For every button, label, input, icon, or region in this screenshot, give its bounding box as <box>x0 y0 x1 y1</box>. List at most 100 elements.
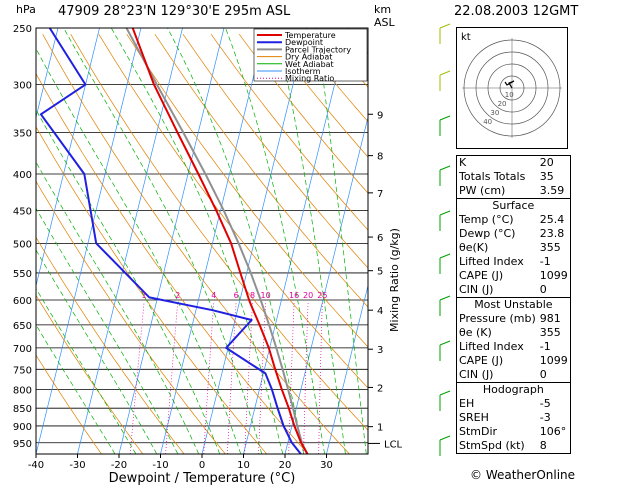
dry-adiabat-line <box>210 33 368 231</box>
temperature-tick-label: -20 <box>111 460 127 471</box>
km-tick-label: 7 <box>377 189 383 200</box>
hodograph-ring-label: 30 <box>490 109 499 117</box>
indices-label: CIN (J) <box>455 368 538 383</box>
indices-section-header: Surface <box>456 198 571 213</box>
plot-frame <box>35 27 369 455</box>
wind-barb-flag <box>439 340 451 346</box>
dry-adiabat-line <box>238 33 368 194</box>
mixing-ratio-label: 2 <box>175 291 180 300</box>
mixing-ratio-line <box>318 302 323 454</box>
indices-row: Pressure (mb) 981 <box>455 312 571 326</box>
indices-value: -3 <box>537 411 571 425</box>
hodograph-ring-label: 20 <box>498 100 507 108</box>
isotherm-line <box>36 28 59 119</box>
indices-row: Totals Totals 35 <box>455 170 571 184</box>
indices-label: Lifted Index <box>455 340 538 354</box>
indices-row: CAPE (J) 1099 <box>455 269 571 283</box>
wind-barb-flag <box>439 165 451 171</box>
indices-row: Lifted Index -1 <box>455 340 571 354</box>
pressure-tick-label: 500 <box>13 239 32 250</box>
mixing-ratio-line <box>165 302 179 454</box>
indices-row: CAPE (J) 1099 <box>455 354 571 368</box>
mixing-ratio-line <box>244 302 253 454</box>
mixing-ratio-label: 8 <box>250 291 255 300</box>
mixing-ratio-label: 25 <box>317 291 327 300</box>
wet-adiabat-line <box>36 249 158 454</box>
wind-barb-flag <box>439 253 451 259</box>
legend-entry: Dewpoint <box>285 38 323 47</box>
mixing-ratio-line <box>129 302 145 454</box>
indices-row: CIN (J) 0 <box>455 368 571 383</box>
indices-value: 0 <box>537 368 571 383</box>
isotherm-line <box>326 284 368 454</box>
pressure-tick-label: 450 <box>13 207 32 218</box>
wet-adiabat-line <box>225 28 325 454</box>
dry-adiabat-line <box>36 294 144 454</box>
indices-value: 981 <box>537 312 571 326</box>
indices-label: Temp (°C) <box>455 213 538 227</box>
pressure-tick-label: 300 <box>13 81 32 92</box>
pressure-tick-label: 400 <box>13 170 32 181</box>
mixing-ratio-label: 16 <box>289 291 299 300</box>
wind-barb-flag <box>439 23 451 29</box>
dry-adiabat-line <box>36 72 309 454</box>
mixing-ratio-label: 1 <box>141 291 146 300</box>
indices-value: 23.8 <box>537 227 571 241</box>
hodograph-ring-label: 40 <box>483 118 492 126</box>
indices-label: Totals Totals <box>455 170 538 184</box>
indices-section-header: Hodograph <box>456 382 571 397</box>
wet-adiabat-line <box>36 161 200 454</box>
legend-entry: Wet Adiabat <box>285 60 334 69</box>
isotherm-line <box>77 28 183 454</box>
mixing-ratio-axis-title: Mixing Ratio (g/kg) <box>388 228 401 332</box>
indices-section-title: Surface <box>456 198 571 213</box>
asl-label: ASL <box>374 16 396 29</box>
dry-adiabat-line <box>36 236 185 454</box>
km-tick-label: 1 <box>377 423 383 434</box>
wet-adiabat-line <box>36 287 137 454</box>
dry-adiabat-line <box>267 33 368 158</box>
indices-label: θe(K) <box>455 241 538 255</box>
isotherm-line <box>243 28 349 454</box>
dry-adiabat-line <box>154 34 368 308</box>
hodograph-ring-label: 10 <box>505 91 514 99</box>
dewpoint-line <box>39 28 302 454</box>
indices-value: 0 <box>537 283 571 298</box>
mixing-ratio-line <box>288 302 295 454</box>
km-tick-label: 9 <box>377 110 383 121</box>
indices-value: 1099 <box>537 354 571 368</box>
indices-section-header: Most Unstable <box>456 297 571 312</box>
pressure-tick-label: 650 <box>13 321 32 332</box>
indices-section-title: Hodograph <box>456 382 571 397</box>
wet-adiabat-line <box>167 28 305 454</box>
wet-adiabat-line <box>36 324 116 454</box>
indices-label: StmSpd (kt) <box>455 439 538 454</box>
datetime-header: 22.08.2003 12GMT <box>454 4 579 19</box>
dry-adiabat-line <box>126 34 368 348</box>
pressure-tick-label: 900 <box>13 422 32 433</box>
dry-adiabat-line <box>70 34 368 431</box>
legend-box <box>253 28 368 82</box>
indices-label: CAPE (J) <box>455 269 538 283</box>
km-tick-label: 2 <box>377 383 383 394</box>
km-unit-label: km <box>374 3 391 16</box>
dry-adiabat-line <box>182 33 368 269</box>
km-tick-label: 3 <box>377 345 383 356</box>
wind-barb-flag <box>439 115 451 121</box>
indices-value: -1 <box>537 340 571 354</box>
wet-adiabat-line <box>110 28 284 454</box>
indices-value: 106° <box>537 425 571 439</box>
indices-label: StmDir <box>455 425 538 439</box>
x-axis-title: Dewpoint / Temperature (°C) <box>109 471 296 486</box>
indices-value: 20 <box>537 155 571 170</box>
indices-row: Lifted Index -1 <box>455 255 571 269</box>
wet-adiabat-line <box>315 28 367 454</box>
indices-row: θe (K) 355 <box>455 326 571 340</box>
legend-entry: Parcel Trajectory <box>285 45 351 54</box>
indices-value: 25.4 <box>537 213 571 227</box>
temperature-tick-label: -30 <box>69 460 85 471</box>
mixing-ratio-label: 20 <box>303 291 313 300</box>
wet-adiabat-line <box>63 28 263 454</box>
indices-label: Lifted Index <box>455 255 538 269</box>
